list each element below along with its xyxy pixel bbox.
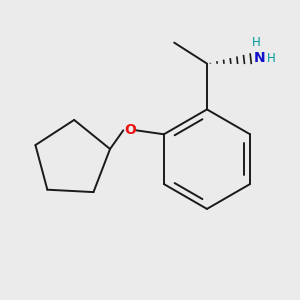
Text: N: N — [254, 51, 266, 65]
Text: H: H — [267, 52, 275, 65]
Text: O: O — [124, 123, 136, 137]
Text: H: H — [252, 36, 261, 49]
